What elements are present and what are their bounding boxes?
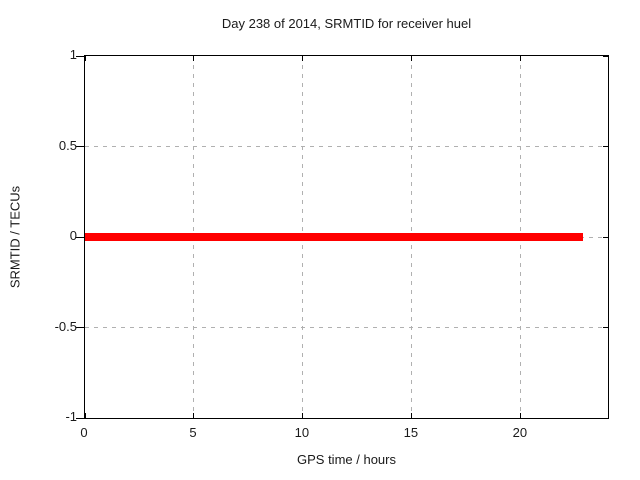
- x-tick-label: 20: [512, 425, 528, 440]
- y-tick-mark: [603, 146, 608, 147]
- x-tick-mark: [193, 413, 195, 418]
- y-tick-mark: [603, 55, 608, 57]
- y-tick-label: -1: [65, 409, 77, 424]
- y-tick-mark: [76, 236, 84, 238]
- x-tick-mark: [302, 56, 304, 61]
- x-tick-mark: [84, 413, 86, 418]
- x-tick-mark: [520, 56, 522, 61]
- plot-area: [76, 55, 609, 419]
- y-tick-label: -0.5: [54, 318, 77, 334]
- x-tick-mark: [411, 56, 413, 61]
- y-tick-mark: [603, 417, 608, 419]
- x-tick-label: 5: [189, 425, 197, 440]
- x-tick-label: 0: [80, 425, 88, 440]
- y-tick-mark: [603, 236, 608, 238]
- y-tick-label: 0: [69, 228, 77, 243]
- y-tick-mark: [76, 55, 84, 57]
- x-tick-mark: [520, 413, 522, 418]
- x-tick-mark: [302, 413, 304, 418]
- y-tick-mark: [603, 327, 608, 328]
- x-tick-mark: [411, 413, 413, 418]
- y-tick-mark: [76, 146, 84, 147]
- data-series-line: [85, 233, 584, 241]
- y-gridline: [85, 327, 608, 328]
- x-tick-label: 15: [403, 425, 419, 440]
- x-axis-label: GPS time / hours: [297, 452, 396, 467]
- x-tick-label: 10: [294, 425, 310, 440]
- y-tick-mark: [76, 327, 84, 328]
- x-tick-mark: [84, 56, 86, 61]
- y-tick-mark: [76, 417, 84, 419]
- y-tick-label: 0.5: [58, 137, 77, 153]
- x-tick-mark: [193, 56, 195, 61]
- y-gridline: [85, 146, 608, 147]
- chart-title: Day 238 of 2014, SRMTID for receiver hue…: [221, 16, 472, 31]
- y-tick-label: 1: [69, 47, 77, 62]
